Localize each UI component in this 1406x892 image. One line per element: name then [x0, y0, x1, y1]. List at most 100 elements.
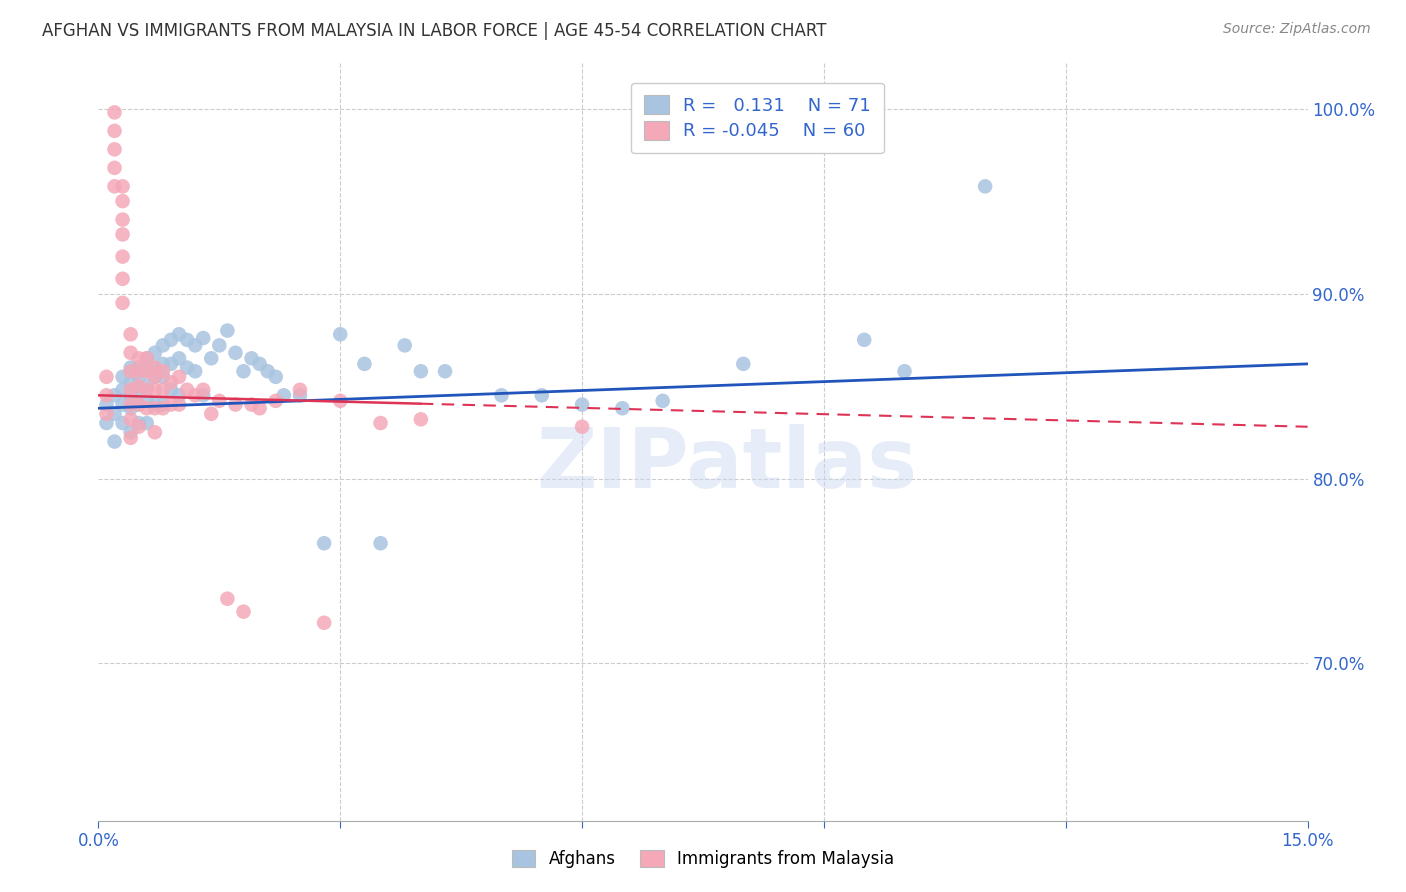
Point [160, 398, 183, 412]
Point [240, 398, 263, 412]
Point [232, 364, 254, 378]
Point [128, 383, 150, 397]
Point [353, 357, 375, 371]
Point [120, 360, 142, 375]
Point [651, 393, 673, 408]
Point [120, 364, 142, 378]
Point [120, 431, 142, 445]
Point [103, 124, 125, 138]
Point [160, 376, 183, 390]
Point [612, 401, 634, 416]
Point [224, 345, 246, 359]
Point [167, 327, 190, 342]
Point [249, 401, 271, 416]
Point [893, 364, 915, 378]
Point [491, 388, 513, 402]
Point [184, 338, 207, 352]
Point [571, 398, 593, 412]
Point [288, 388, 311, 402]
Point [733, 357, 755, 371]
Point [111, 179, 134, 194]
Point [135, 416, 157, 430]
Point [135, 351, 157, 366]
Point [224, 398, 246, 412]
Point [256, 364, 278, 378]
Point [111, 272, 134, 286]
Point [128, 369, 150, 384]
Point [240, 351, 263, 366]
Point [152, 338, 174, 352]
Point [96, 388, 118, 402]
Point [853, 333, 876, 347]
Point [217, 324, 239, 338]
Point [111, 250, 134, 264]
Point [128, 351, 150, 366]
Point [152, 398, 174, 412]
Point [103, 142, 125, 156]
Point [103, 161, 125, 175]
Point [160, 333, 183, 347]
Point [160, 383, 183, 397]
Point [135, 379, 157, 393]
Point [96, 398, 118, 412]
Point [288, 383, 311, 397]
Point [160, 357, 183, 371]
Text: ZIPatlas: ZIPatlas [537, 424, 918, 505]
Point [135, 401, 157, 416]
Point [111, 212, 134, 227]
Point [571, 419, 593, 434]
Point [184, 364, 207, 378]
Point [103, 388, 125, 402]
Point [329, 327, 352, 342]
Point [111, 369, 134, 384]
Point [143, 360, 166, 375]
Point [409, 364, 432, 378]
Point [128, 379, 150, 393]
Point [394, 338, 416, 352]
Point [103, 434, 125, 449]
Point [193, 383, 215, 397]
Point [143, 345, 166, 359]
Point [974, 179, 997, 194]
Point [208, 393, 231, 408]
Point [128, 416, 150, 430]
Point [111, 227, 134, 242]
Point [152, 357, 174, 371]
Point [120, 388, 142, 402]
Point [135, 393, 157, 408]
Point [143, 360, 166, 375]
Point [143, 425, 166, 440]
Point [200, 351, 222, 366]
Point [111, 416, 134, 430]
Point [103, 407, 125, 421]
Legend: R =   0.131    N = 71, R = -0.045    N = 60: R = 0.131 N = 71, R = -0.045 N = 60 [631, 83, 884, 153]
Point [120, 376, 142, 390]
Point [152, 383, 174, 397]
Point [208, 338, 231, 352]
Point [120, 383, 142, 397]
Point [96, 407, 118, 421]
Point [120, 425, 142, 440]
Point [111, 296, 134, 310]
Point [273, 388, 295, 402]
Point [143, 398, 166, 412]
Point [143, 369, 166, 384]
Point [530, 388, 553, 402]
Point [264, 393, 287, 408]
Point [249, 357, 271, 371]
Point [120, 345, 142, 359]
Point [111, 398, 134, 412]
Point [120, 401, 142, 416]
Point [128, 398, 150, 412]
Point [152, 401, 174, 416]
Point [128, 398, 150, 412]
Point [370, 536, 392, 550]
Point [143, 401, 166, 416]
Point [200, 407, 222, 421]
Point [193, 331, 215, 345]
Point [103, 105, 125, 120]
Point [128, 419, 150, 434]
Point [167, 398, 190, 412]
Point [111, 194, 134, 208]
Point [167, 388, 190, 402]
